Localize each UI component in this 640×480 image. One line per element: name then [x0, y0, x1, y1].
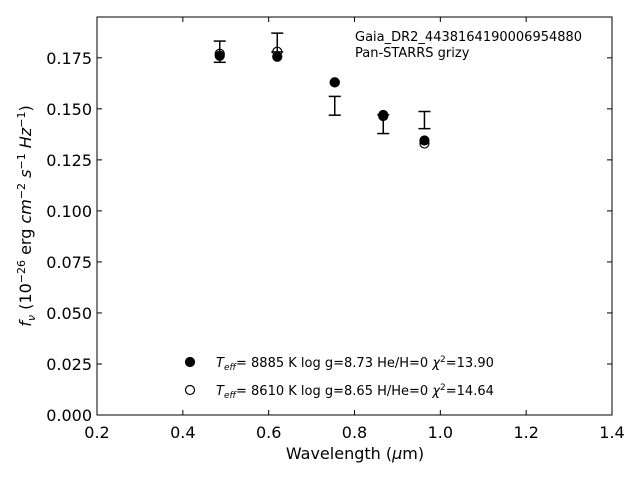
legend-label-1: Teff= 8610 K log g=8.65 H/He=0 χ2=14.64 — [216, 383, 494, 401]
legend-params-0: log g=8.73 He/H=0 — [301, 356, 428, 371]
legend: Teff= 8885 K log g=8.73 He/H=0 χ2=13.90 … — [184, 355, 494, 401]
series-open-circles — [214, 46, 430, 149]
error-bar — [418, 110, 431, 130]
x-tick-label: 0.4 — [170, 423, 195, 442]
x-tick-label: 0.2 — [84, 423, 109, 442]
annotation-object-name: Gaia_DR2_4438164190006954880 — [355, 30, 582, 45]
x-tick-label: 1.0 — [428, 423, 453, 442]
legend-chi-0: =13.90 — [446, 356, 494, 371]
y-axis-label: fν (10−26 erg cm−2 s−1 Hz−1) — [15, 105, 38, 326]
legend-entry-0: Teff= 8885 K log g=8.73 He/H=0 χ2=13.90 — [184, 355, 494, 373]
y-tick-label: 0.025 — [46, 355, 92, 374]
y-tick-label: 0.125 — [46, 151, 92, 170]
error-bar — [328, 95, 341, 116]
annotation-survey: Pan-STARRS grizy — [355, 46, 470, 61]
y-tick-label: 0.175 — [46, 49, 92, 68]
y-axis: 0.000 0.025 0.050 0.075 0.100 0.125 0.150 0.175 — [46, 49, 612, 425]
x-axis-label: Wavelength (μm) — [286, 444, 424, 463]
y-tick-label: 0.100 — [46, 202, 92, 221]
series-filled-circles — [214, 50, 430, 146]
x-tick-label: 1.4 — [599, 423, 624, 442]
x-tick-label: 0.6 — [256, 423, 281, 442]
filled-point — [419, 135, 430, 146]
legend-params-1: log g=8.65 H/He=0 — [301, 384, 428, 399]
model-series — [214, 46, 430, 149]
legend-chi-1: =14.64 — [446, 384, 494, 399]
y-tick-label: 0.150 — [46, 100, 92, 119]
y-tick-label: 0.050 — [46, 304, 92, 323]
legend-entry-1: Teff= 8610 K log g=8.65 H/He=0 χ2=14.64 — [184, 383, 494, 401]
y-tick-label: 0.000 — [46, 406, 92, 425]
legend-marker-filled — [184, 356, 196, 368]
open-point — [419, 138, 430, 149]
open-point — [272, 46, 283, 57]
open-point — [329, 77, 340, 88]
legend-teff-0: 8885 K — [251, 356, 297, 371]
legend-label-0: Teff= 8885 K log g=8.73 He/H=0 χ2=13.90 — [216, 355, 494, 373]
open-point — [214, 48, 225, 59]
x-tick-label: 0.8 — [342, 423, 367, 442]
x-tick-label: 1.2 — [513, 423, 538, 442]
y-tick-label: 0.075 — [46, 253, 92, 272]
open-point — [378, 110, 389, 122]
filled-point — [214, 50, 225, 61]
legend-marker-open — [184, 384, 196, 396]
legend-teff-1: 8610 K — [251, 384, 297, 399]
filled-point — [272, 51, 283, 62]
x-axis: 0.2 0.4 0.6 0.8 1.0 1.2 1.4 — [84, 17, 625, 442]
